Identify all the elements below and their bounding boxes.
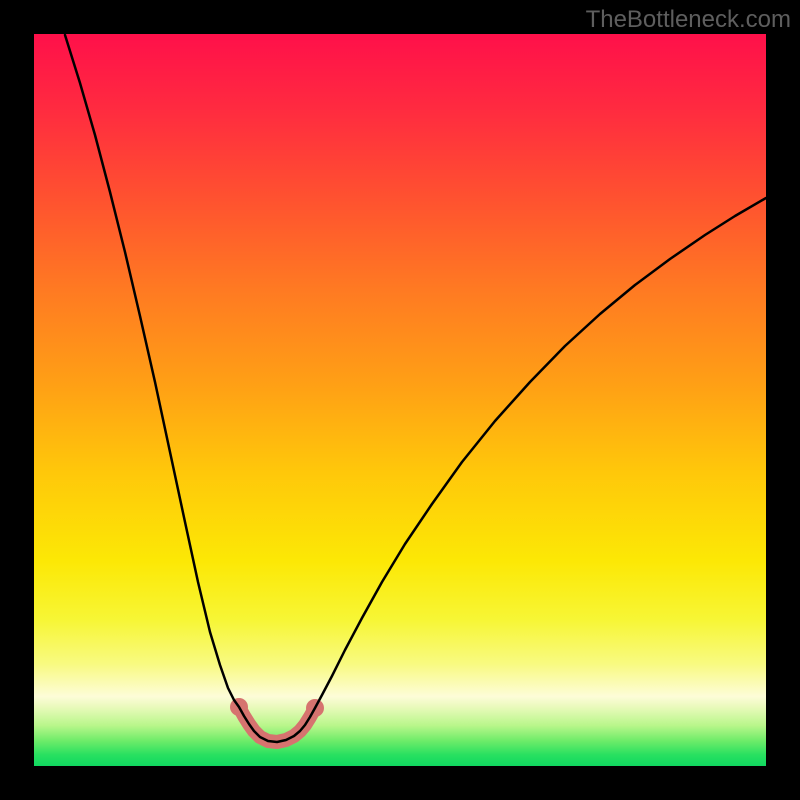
gradient-plot-area xyxy=(34,34,766,766)
watermark-text: TheBottleneck.com xyxy=(586,6,791,34)
